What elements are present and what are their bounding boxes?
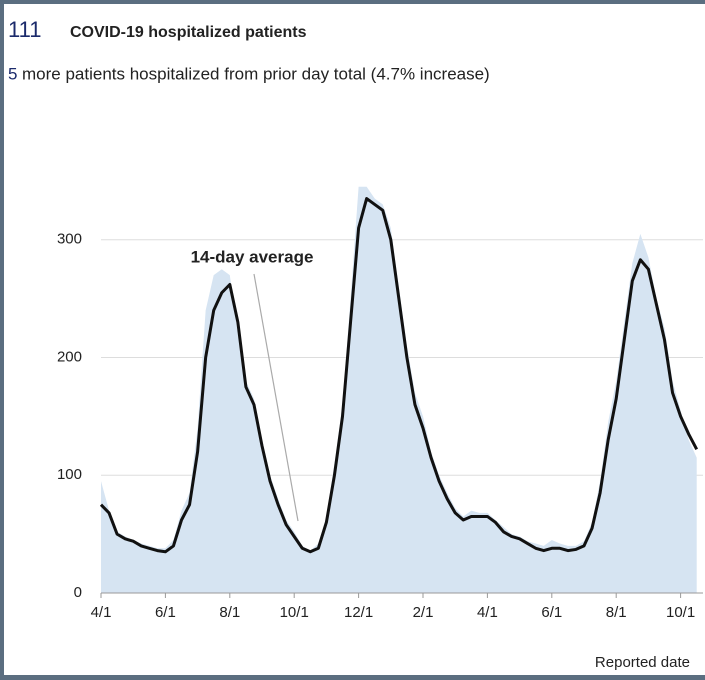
header-count: 111 [8, 17, 41, 42]
average-line [99, 197, 699, 554]
x-tick-label: 6/1 [541, 604, 562, 621]
x-tick-label: 10/1 [666, 604, 695, 621]
x-tick-label: 6/1 [155, 604, 176, 621]
x-axis-label: Reported date [595, 654, 690, 671]
change-count: 5 [8, 64, 17, 83]
change-text: more patients hospitalized from prior da… [22, 64, 490, 83]
x-tick-label: 4/1 [91, 604, 112, 621]
daily-area [101, 186, 697, 593]
y-tick-label: 0 [74, 584, 82, 601]
annotation-label: 14-day average [191, 247, 314, 266]
panel: 111 COVID-19 hospitalized patients 5 mor… [4, 4, 705, 675]
annotation-leader [253, 273, 299, 522]
y-tick-label: 100 [57, 466, 82, 483]
x-tick-label: 2/1 [413, 604, 434, 621]
chart: 111 COVID-19 hospitalized patients 5 mor… [8, 17, 703, 671]
y-tick-label: 300 [57, 231, 82, 248]
header-title: COVID-19 hospitalized patients [70, 24, 307, 41]
y-tick-label: 200 [57, 348, 82, 365]
x-tick-label: 12/1 [344, 604, 373, 621]
x-tick-label: 8/1 [219, 604, 240, 621]
x-tick-label: 4/1 [477, 604, 498, 621]
x-tick-label: 8/1 [606, 604, 627, 621]
x-tick-label: 10/1 [280, 604, 309, 621]
